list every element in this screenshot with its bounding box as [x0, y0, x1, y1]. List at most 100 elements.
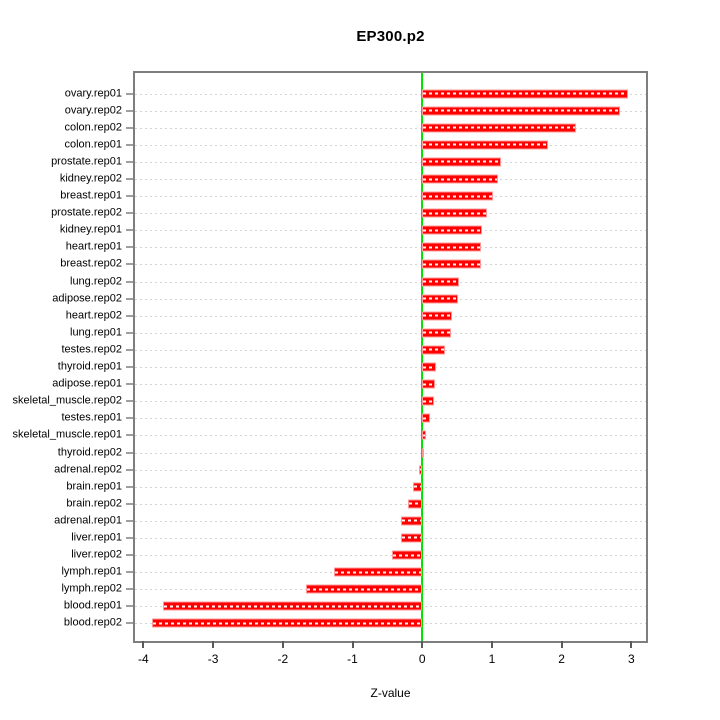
bar-row: testes.rep02	[61, 341, 646, 358]
category-label: brain.rep01	[66, 480, 122, 493]
bar-row: lymph.rep01	[61, 564, 646, 581]
gridline	[135, 555, 646, 557]
category-label: lymph.rep01	[61, 565, 122, 578]
x-tick-label: 3	[628, 652, 635, 666]
category-label: liver.rep02	[71, 548, 122, 561]
y-axis-tick	[126, 605, 133, 607]
y-axis-tick	[126, 298, 133, 300]
x-tick-label: 2	[558, 652, 565, 666]
category-label: ovary.rep01	[64, 87, 122, 100]
bar-row: kidney.rep01	[60, 222, 646, 239]
gridline	[135, 264, 646, 266]
bar	[391, 550, 423, 560]
bar	[422, 311, 453, 321]
bar	[418, 465, 423, 475]
category-label: blood.rep02	[63, 616, 122, 629]
gridline	[135, 230, 646, 232]
category-label: prostate.rep02	[51, 206, 122, 219]
x-axis-tick	[490, 641, 493, 648]
bar-stripe	[423, 400, 434, 403]
x-tick-label: 1	[488, 652, 496, 666]
y-axis-tick	[126, 622, 133, 624]
y-axis-tick	[126, 212, 133, 214]
bar-stripe	[423, 178, 498, 181]
bar-row: skeletal_muscle.rep01	[13, 427, 646, 444]
x-tick-label: -3	[207, 652, 219, 666]
bar-stripe	[423, 229, 482, 232]
bar-stripe	[423, 109, 619, 112]
bar-row: liver.rep01	[71, 529, 646, 546]
bar-row: thyroid.rep01	[58, 359, 646, 376]
y-axis-tick	[126, 486, 133, 488]
bar-stripe	[423, 366, 436, 369]
y-axis-tick	[126, 366, 133, 368]
bar-stripe	[163, 605, 422, 608]
gridline	[135, 213, 646, 215]
bar-row: ovary.rep01	[65, 85, 646, 102]
gridline	[135, 332, 646, 334]
category-label: skeletal_muscle.rep01	[12, 428, 122, 441]
bar-row: blood.rep02	[64, 615, 646, 632]
bar-row: ovary.rep02	[65, 102, 646, 119]
y-axis-tick	[126, 469, 133, 471]
bar	[407, 499, 423, 509]
bar	[422, 225, 483, 235]
bar-stripe	[423, 348, 445, 351]
bar-stripe	[423, 92, 627, 95]
bar-row: adipose.rep02	[52, 290, 646, 307]
bar-stripe	[423, 297, 457, 300]
bar-stripe	[401, 536, 422, 539]
gridline	[135, 486, 646, 488]
bar	[422, 259, 481, 269]
bar-row: lung.rep02	[70, 273, 646, 290]
bar	[422, 328, 452, 338]
gridline	[135, 127, 646, 129]
bar-stripe	[414, 485, 422, 488]
bar	[151, 618, 423, 628]
gridline	[135, 537, 646, 539]
bar	[334, 567, 423, 577]
x-axis-tick	[212, 641, 215, 648]
y-axis-tick	[126, 503, 133, 505]
bar-row: brain.rep01	[66, 478, 646, 495]
y-axis-tick	[126, 93, 133, 95]
category-label: thyroid.rep02	[57, 446, 122, 459]
x-tick-label: -1	[347, 652, 358, 666]
zero-reference-line	[421, 73, 424, 641]
category-label: adrenal.rep01	[54, 514, 122, 527]
gridline	[135, 349, 646, 351]
bar-stripe	[423, 195, 493, 198]
bar-row: blood.rep01	[64, 598, 646, 615]
bar-row: lung.rep01	[70, 324, 646, 341]
y-axis-tick	[126, 127, 133, 129]
x-tick-label: 0	[418, 652, 426, 666]
bar	[422, 140, 549, 150]
bar-row: liver.rep02	[71, 547, 646, 564]
bar	[422, 448, 425, 458]
bar-stripe	[423, 160, 500, 163]
bar-row: adrenal.rep02	[54, 461, 646, 478]
gridline	[135, 281, 646, 283]
bar-row: kidney.rep02	[60, 170, 646, 187]
category-label: breast.rep01	[60, 189, 122, 202]
bar	[413, 482, 423, 492]
y-axis-tick	[126, 383, 133, 385]
y-axis-tick	[126, 571, 133, 573]
category-label: prostate.rep01	[51, 155, 122, 168]
gridline	[135, 367, 646, 369]
bar-stripe	[423, 331, 451, 334]
bar-stripe	[423, 143, 548, 146]
y-axis-tick	[126, 349, 133, 351]
bar-row: prostate.rep01	[51, 153, 646, 170]
bar	[422, 106, 620, 116]
bar	[422, 413, 430, 423]
bar	[422, 430, 426, 440]
y-axis-tick	[126, 537, 133, 539]
bar-stripe	[423, 280, 459, 283]
category-label: colon.rep02	[64, 121, 123, 134]
bar-stripe	[307, 588, 422, 591]
bar	[422, 379, 436, 389]
x-axis-tick	[560, 641, 563, 648]
y-axis-tick	[126, 110, 133, 112]
